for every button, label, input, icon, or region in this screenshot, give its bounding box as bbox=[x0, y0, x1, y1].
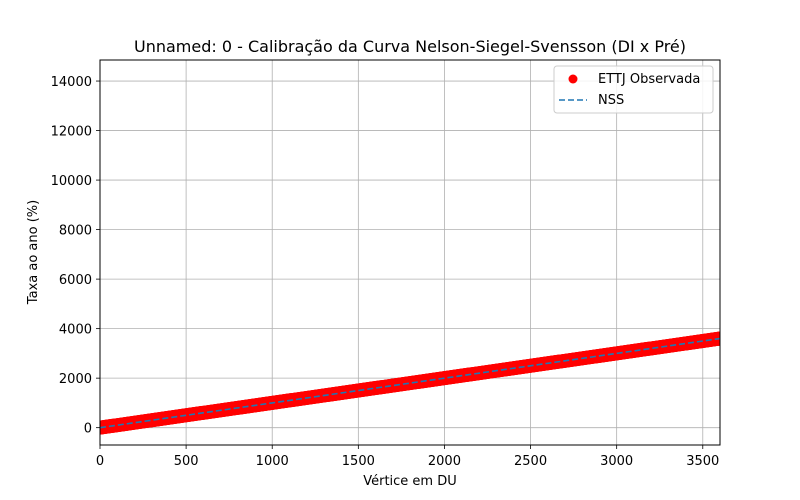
y-axis-label: Taxa ao ano (%) bbox=[26, 200, 41, 305]
x-tick-label: 500 bbox=[174, 454, 199, 469]
plot-frame bbox=[99, 59, 721, 446]
y-tick-label: 6000 bbox=[59, 273, 92, 288]
x-tick-label: 1500 bbox=[342, 454, 375, 469]
x-tick-label: 0 bbox=[96, 454, 104, 469]
y-axis-ticks: 0 2000 4000 6000 8000 10000 12000 14000 bbox=[51, 75, 100, 437]
legend-marker-ettj bbox=[568, 74, 578, 84]
chart-title: Unnamed: 0 - Calibração da Curva Nelson-… bbox=[134, 37, 686, 56]
x-tick-label: 1000 bbox=[256, 454, 289, 469]
x-tick-label: 2500 bbox=[514, 454, 547, 469]
y-tick-label: 0 bbox=[84, 422, 92, 437]
x-tick-label: 2000 bbox=[428, 454, 461, 469]
x-tick-label: 3000 bbox=[600, 454, 633, 469]
legend-box bbox=[553, 65, 714, 114]
legend-label-ettj: ETTJ Observada bbox=[598, 72, 700, 87]
scatter-series-ettj bbox=[100, 331, 720, 435]
grid bbox=[99, 60, 720, 445]
y-tick-label: 10000 bbox=[51, 174, 92, 189]
y-tick-label: 12000 bbox=[51, 125, 92, 140]
y-tick-label: 4000 bbox=[59, 323, 92, 338]
x-axis-label: Vértice em DU bbox=[363, 474, 457, 489]
x-axis-ticks: 0 500 1000 1500 2000 2500 3000 3500 bbox=[96, 445, 719, 469]
y-tick-label: 2000 bbox=[59, 372, 92, 387]
legend: ETTJ Observada NSS bbox=[553, 65, 714, 114]
y-tick-label: 8000 bbox=[59, 224, 92, 239]
x-tick-label: 3500 bbox=[686, 454, 719, 469]
line-nss bbox=[100, 337, 720, 429]
legend-label-nss: NSS bbox=[598, 93, 624, 108]
y-tick-label: 14000 bbox=[51, 75, 92, 90]
line-series-nss bbox=[100, 337, 720, 429]
